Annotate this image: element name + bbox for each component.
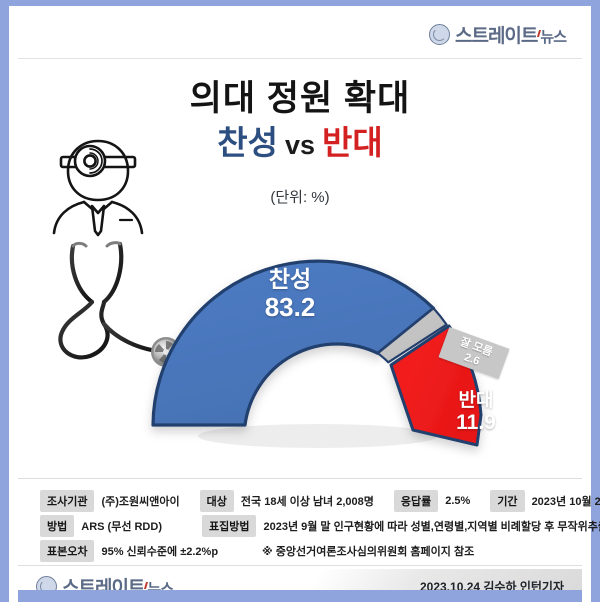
value-organization: (주)조원씨앤아이 [101, 495, 180, 508]
brand-name: 스트레이트 [454, 26, 538, 47]
chip-organization: 조사기관 [40, 489, 95, 512]
subtitle-vs-label: vs [284, 130, 316, 160]
chart-label-con-text: 반대 [458, 390, 494, 411]
survey-row-2: 방법 ARS (무선 RDD) 표집방법 2023년 9월 말 인구현황에 따라… [40, 513, 600, 538]
chart-label-pro-value: 83.2 [264, 291, 316, 322]
chart-label-pro: 찬성 83.2 [230, 266, 350, 322]
chart-label-con: 반대 11.9 [443, 390, 509, 435]
chart-label-pro-text: 찬성 [268, 266, 312, 292]
infographic-inner: 스트레이트 뉴스 의대 정원 확대 찬성 vs 반대 (단위: %) [18, 12, 600, 602]
subtitle-pro-label: 찬성 [217, 124, 278, 161]
value-period: 2023년 10월 21일~23일 [531, 495, 600, 508]
subtitle-con-label: 반대 [322, 124, 383, 161]
footer-strip [18, 590, 582, 602]
chip-margin-of-error: 표본오차 [40, 539, 95, 562]
value-target: 전국 18세 이상 남녀 2,008명 [240, 495, 374, 508]
page-title: 의대 정원 확대 [189, 79, 411, 118]
chart-label-con-value: 11.9 [456, 411, 496, 435]
header-logo-text: 스트레이트 뉴스 [454, 21, 567, 48]
chart-slice-dontknow [376, 307, 448, 364]
reference-note: ※ 중앙선거여론조사심의위원회 홈페이지 참조 [262, 545, 475, 558]
value-response-rate: 2.5% [445, 494, 471, 507]
header-logo[interactable]: 스트레이트 뉴스 [428, 21, 567, 48]
chip-target: 대상 [199, 489, 234, 512]
chart-slice-pro [151, 259, 436, 427]
survey-details: 조사기관 (주)조원씨앤아이 대상 전국 18세 이상 남녀 2,008명 응답… [18, 478, 600, 566]
survey-row-1: 조사기관 (주)조원씨앤아이 대상 전국 18세 이상 남녀 2,008명 응답… [40, 488, 600, 513]
survey-row-3: 표본오차 95% 신뢰수준에 ±2.2%p ※ 중앙선거여론조사심의위원회 홈페… [40, 538, 560, 563]
header: 스트레이트 뉴스 [18, 12, 582, 59]
value-method: ARS (무선 RDD) [81, 520, 162, 533]
straight-news-circle-logo-icon [428, 24, 450, 45]
value-sampling: 2023년 9월 말 인구현황에 따라 성별,연령별,지역별 비례할당 후 무작… [263, 520, 600, 533]
chip-method: 방법 [40, 514, 75, 537]
chip-response-rate: 응답률 [393, 489, 439, 512]
value-margin-of-error: 95% 신뢰수준에 ±2.2%p [101, 545, 219, 558]
chip-period: 기간 [490, 489, 525, 512]
unit-note: (단위: %) [270, 189, 330, 206]
chip-sampling: 표집방법 [202, 514, 257, 537]
brand-suffix: 뉴스 [540, 29, 567, 46]
doctor-line-art-icon [40, 130, 160, 247]
page-subtitle: 찬성 vs 반대 [18, 116, 582, 164]
